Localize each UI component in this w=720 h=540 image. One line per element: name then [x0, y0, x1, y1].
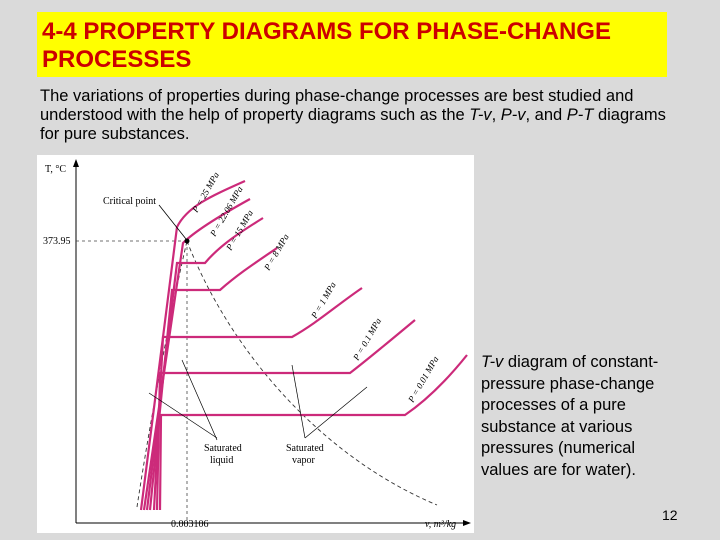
critical-volume-label: 0.003106	[171, 519, 209, 530]
figure-caption: T-v diagram of constant-pressure phase-c…	[481, 352, 681, 481]
y-axis-label: T, °C	[45, 164, 66, 175]
x-axis-label: v, m³/kg	[425, 519, 456, 530]
tv-diagram: T, °C 373.95 Critical point 0.003106 v, …	[43, 159, 471, 530]
sat-vapor-leader-1	[291, 364, 306, 439]
sat-liquid-leader-1	[148, 392, 218, 439]
saturated-vapor-label-1: Saturated	[286, 443, 324, 454]
intro-pt: P-T	[566, 106, 594, 124]
page-number: 12	[662, 507, 678, 523]
sat-liquid-leader-2	[181, 359, 218, 441]
x-axis-arrow	[463, 520, 471, 526]
saturated-vapor-line	[186, 240, 438, 506]
sat-vapor-leader-2	[304, 386, 368, 439]
isobar-25mpa	[139, 179, 246, 511]
y-axis-arrow	[73, 159, 79, 167]
saturated-liquid-line	[136, 240, 188, 508]
isobar-1mpa	[152, 287, 363, 511]
isobar-label-0-01mpa: P = 0.01 MPa	[406, 354, 441, 405]
saturated-liquid-label-2: liquid	[210, 455, 233, 466]
intro-sep-2: , and	[525, 106, 567, 124]
caption-text: diagram of constant-pressure phase-chang…	[481, 353, 659, 479]
tv-diagram-figure: T, °C 373.95 Critical point 0.003106 v, …	[37, 155, 474, 533]
critical-point-marker	[184, 238, 190, 244]
critical-point-leader	[158, 204, 187, 240]
isobar-label-8mpa: P = 8 MPa	[262, 232, 291, 273]
intro-paragraph: The variations of properties during phas…	[40, 87, 680, 144]
isobar-label-1mpa: P = 1 MPa	[309, 280, 338, 321]
intro-sep-1: ,	[491, 106, 501, 124]
isobar-label-25mpa: P = 25 MPa	[190, 170, 222, 215]
intro-text-1: The variations of properties during phas…	[40, 87, 634, 124]
intro-tv: T-v	[469, 106, 492, 124]
saturated-liquid-label-1: Saturated	[204, 443, 242, 454]
title-banner: 4-4 PROPERTY DIAGRAMS FOR PHASE-CHANGE P…	[37, 12, 667, 77]
isobar-0-1mpa	[155, 319, 416, 511]
isobar-label-0-1mpa: P = 0.1 MPa	[351, 316, 384, 363]
saturated-vapor-label-2: vapor	[292, 455, 315, 466]
isobar-22-06mpa	[142, 198, 251, 511]
isobar-8mpa	[148, 247, 278, 511]
isobar-0-01mpa	[158, 354, 468, 511]
isobar-15mpa	[145, 217, 264, 511]
critical-point-label: Critical point	[103, 196, 156, 207]
slide-title: 4-4 PROPERTY DIAGRAMS FOR PHASE-CHANGE P…	[42, 18, 611, 73]
intro-text-2: diagrams for pure substances.	[40, 106, 666, 143]
intro-pv: P-v	[500, 106, 526, 124]
critical-temperature-label: 373.95	[43, 236, 71, 247]
caption-italic: T-v	[481, 353, 504, 371]
